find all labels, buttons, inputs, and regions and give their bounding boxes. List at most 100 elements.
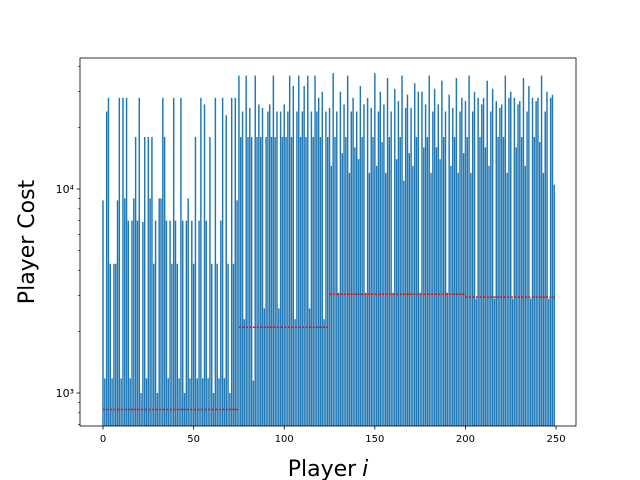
bar [216, 263, 218, 426]
bar [274, 136, 276, 426]
bar [417, 91, 420, 427]
bar [334, 136, 336, 426]
bar [254, 75, 256, 426]
bar [363, 104, 365, 426]
bar [270, 136, 273, 426]
bar [401, 75, 403, 426]
bar [256, 136, 258, 426]
bar [143, 136, 146, 426]
bar [330, 165, 333, 427]
bar [544, 111, 546, 427]
bar [187, 198, 189, 426]
bar [178, 378, 180, 426]
bar [392, 292, 394, 426]
bar [124, 198, 126, 426]
bar [468, 75, 470, 426]
bar [441, 80, 443, 427]
bar [267, 111, 269, 427]
bar [307, 75, 309, 426]
bar [198, 220, 200, 426]
bar [240, 136, 242, 426]
bar [153, 263, 155, 426]
bar [551, 94, 554, 426]
bar [138, 97, 140, 426]
bar [379, 91, 382, 427]
bar [446, 292, 449, 426]
bar [513, 97, 516, 426]
bar [533, 136, 536, 426]
plot-frame [79, 57, 577, 427]
bar [104, 378, 106, 426]
bar [352, 97, 354, 426]
bar [424, 104, 427, 426]
bar [549, 97, 552, 426]
bar [111, 378, 113, 426]
bar [319, 136, 322, 426]
bar [305, 136, 307, 426]
x-tick-label: 250 [547, 434, 566, 445]
bar [499, 107, 501, 426]
bar [343, 104, 345, 426]
bar [466, 136, 468, 426]
bar [312, 136, 314, 426]
bar [461, 97, 463, 426]
bar [388, 136, 391, 426]
bar [406, 94, 409, 426]
bar [172, 97, 175, 426]
bar [169, 220, 171, 426]
bar [477, 97, 479, 426]
bar [269, 104, 271, 426]
bar [238, 75, 240, 426]
bar [214, 97, 217, 426]
bar [519, 101, 521, 426]
bar [529, 298, 532, 426]
bar [196, 378, 198, 426]
bar [450, 165, 452, 427]
bar [341, 153, 343, 426]
bar [419, 292, 421, 426]
bar [162, 97, 164, 426]
bar [288, 75, 291, 426]
bar [471, 111, 474, 427]
bar [296, 111, 298, 427]
bar [542, 172, 545, 426]
bar [227, 263, 229, 426]
bar [403, 180, 405, 426]
bar [189, 378, 191, 426]
bar [412, 165, 414, 427]
bar [109, 263, 111, 426]
y-tick-label: 10⁴ [56, 183, 75, 196]
bar [205, 220, 208, 426]
bar [336, 111, 338, 427]
bar [276, 111, 278, 427]
bar [107, 97, 110, 426]
bar [294, 319, 296, 426]
bar [151, 136, 153, 426]
bar [102, 200, 104, 426]
bar [278, 308, 280, 426]
bar [548, 298, 550, 426]
bar [140, 393, 142, 426]
bar [298, 75, 300, 426]
bar [510, 91, 512, 427]
bar [261, 107, 264, 426]
bar [457, 172, 459, 426]
bar [283, 104, 285, 426]
bar [185, 220, 188, 426]
bar [368, 172, 371, 426]
bar [337, 292, 340, 426]
bar [209, 136, 211, 426]
bar [285, 136, 287, 426]
bar [176, 263, 179, 426]
bar [325, 111, 327, 427]
bar [452, 107, 454, 426]
bar [191, 220, 193, 426]
bar [526, 111, 528, 427]
bar [428, 75, 430, 426]
bar [481, 104, 483, 426]
bar [482, 97, 485, 426]
bar [163, 136, 166, 426]
bar [317, 97, 320, 426]
bar [332, 73, 334, 427]
